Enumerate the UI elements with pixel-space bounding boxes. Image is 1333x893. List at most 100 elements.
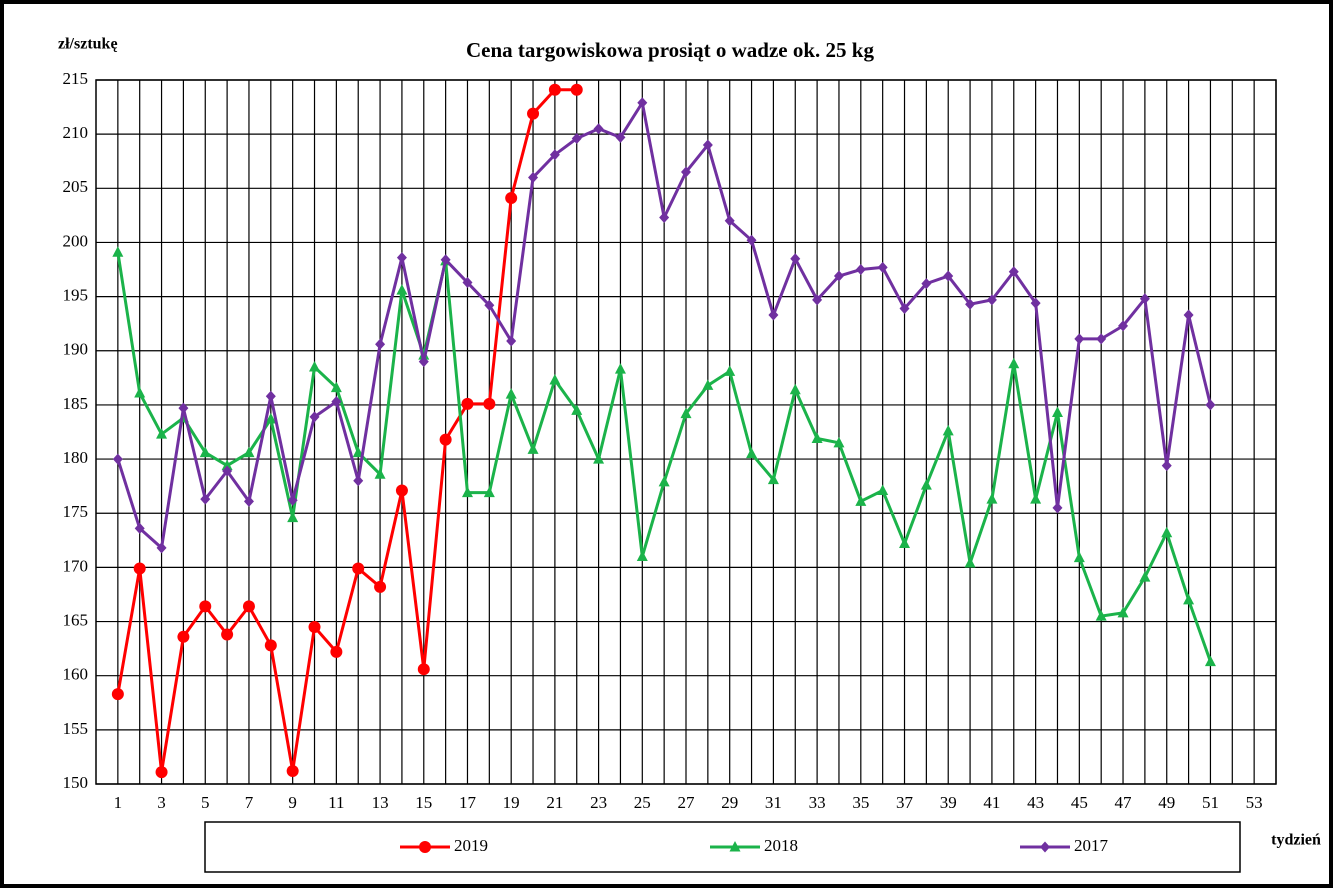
marker — [637, 97, 648, 109]
marker — [528, 171, 539, 183]
marker — [221, 459, 233, 471]
marker — [1183, 309, 1194, 321]
x-tick-label: 21 — [546, 793, 563, 812]
y-tick-label: 180 — [63, 448, 89, 467]
y-axis-label: zł/sztukę — [58, 36, 118, 53]
marker — [199, 600, 212, 613]
marker — [243, 446, 255, 458]
marker — [506, 335, 517, 347]
marker — [1139, 293, 1150, 305]
marker — [746, 234, 757, 246]
marker — [505, 388, 517, 399]
marker — [1204, 655, 1216, 667]
marker — [1008, 357, 1020, 369]
marker — [461, 397, 474, 410]
marker — [1095, 610, 1107, 621]
marker — [395, 484, 408, 497]
marker — [724, 365, 736, 376]
x-tick-label: 47 — [1115, 793, 1133, 812]
marker — [374, 580, 387, 593]
x-tick-label: 29 — [721, 793, 738, 812]
marker — [593, 453, 605, 464]
marker — [615, 131, 626, 143]
marker — [921, 278, 932, 290]
marker — [943, 270, 954, 282]
marker — [286, 765, 299, 778]
plot-border — [95, 79, 1277, 785]
marker — [811, 432, 823, 443]
x-tick-label: 7 — [245, 793, 254, 812]
marker — [396, 284, 408, 295]
marker — [287, 494, 298, 506]
x-tick-label: 17 — [459, 793, 477, 812]
marker — [833, 270, 844, 282]
marker — [746, 447, 758, 459]
marker — [242, 600, 255, 613]
x-tick-label: 43 — [1027, 793, 1044, 812]
marker — [855, 495, 867, 506]
marker — [330, 645, 343, 658]
legend-label: 2019 — [454, 836, 488, 855]
y-tick-label: 210 — [63, 123, 89, 142]
marker — [352, 562, 365, 575]
y-tick-label: 160 — [63, 665, 89, 684]
x-tick-label: 27 — [678, 793, 696, 812]
x-tick-label: 23 — [590, 793, 607, 812]
marker — [768, 309, 779, 321]
marker — [920, 479, 932, 490]
chart-title: Cena targowiskowa prosiąt o wadze ok. 25… — [466, 38, 874, 62]
marker — [548, 83, 561, 96]
marker — [265, 390, 276, 402]
marker — [702, 139, 713, 151]
marker — [330, 381, 342, 393]
marker — [264, 639, 277, 652]
marker — [986, 294, 997, 306]
x-axis-label: tydzień — [1271, 832, 1321, 849]
x-tick-label: 41 — [983, 793, 1000, 812]
marker — [1073, 551, 1085, 563]
marker — [812, 294, 823, 306]
marker — [636, 550, 648, 562]
marker — [790, 253, 801, 265]
x-tick-label: 1 — [114, 793, 123, 812]
marker — [659, 212, 670, 224]
marker — [505, 192, 518, 205]
marker — [724, 215, 735, 227]
marker — [155, 766, 168, 779]
marker — [1117, 606, 1129, 618]
y-tick-label: 200 — [63, 231, 89, 250]
legend-marker — [419, 841, 431, 853]
marker — [549, 149, 560, 161]
marker — [483, 486, 495, 498]
marker — [396, 252, 407, 264]
marker — [156, 542, 167, 554]
x-tick-label: 53 — [1246, 793, 1263, 812]
marker — [658, 475, 670, 487]
marker — [1161, 460, 1172, 472]
marker — [1161, 526, 1173, 538]
x-tick-label: 3 — [157, 793, 166, 812]
marker — [265, 413, 277, 424]
marker — [549, 374, 561, 385]
marker — [1074, 333, 1085, 345]
x-tick-label: 15 — [415, 793, 432, 812]
marker — [331, 396, 342, 408]
marker — [134, 387, 146, 398]
marker — [418, 356, 429, 368]
marker — [570, 83, 583, 96]
marker — [527, 107, 540, 120]
marker — [833, 436, 845, 448]
marker — [309, 361, 321, 372]
marker — [702, 379, 714, 390]
marker — [899, 537, 911, 549]
marker — [484, 299, 495, 311]
marker — [375, 338, 386, 350]
legend-marker — [1040, 841, 1050, 853]
marker — [309, 411, 320, 423]
marker — [942, 424, 954, 436]
marker — [1183, 593, 1195, 605]
marker — [877, 484, 889, 495]
marker — [527, 443, 539, 454]
